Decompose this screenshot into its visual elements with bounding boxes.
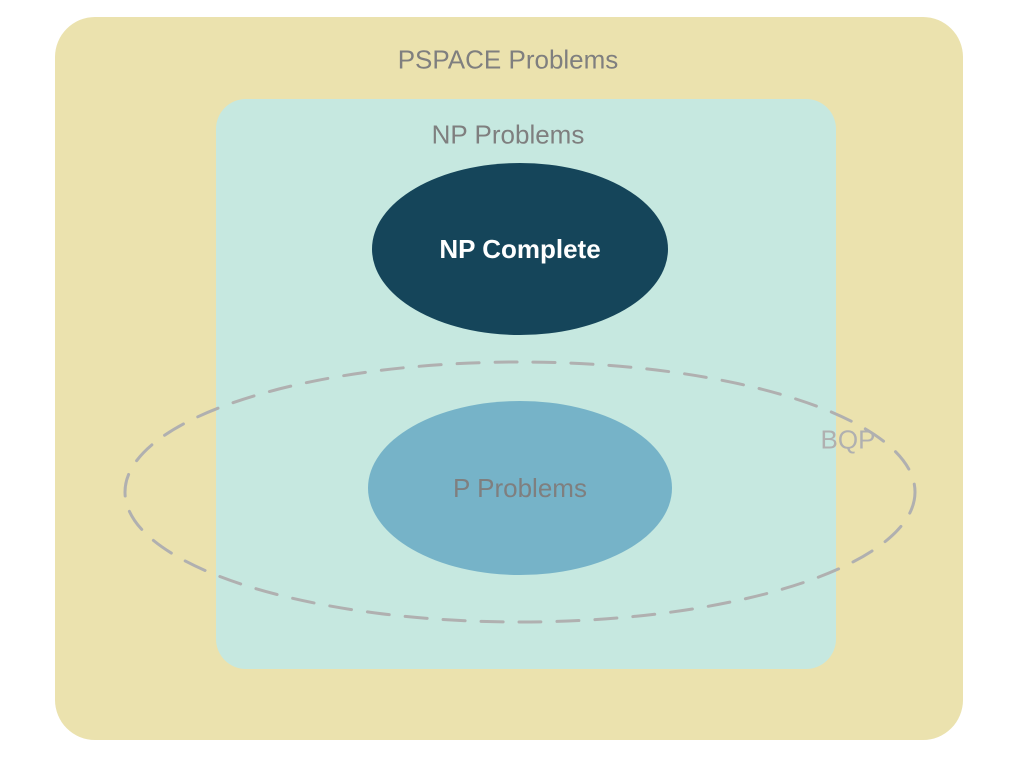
- bqp-label: BQP: [821, 425, 876, 456]
- p-ellipse: P Problems: [368, 401, 672, 575]
- pspace-label: PSPACE Problems: [398, 45, 619, 76]
- np-label: NP Problems: [432, 120, 585, 151]
- complexity-classes-diagram: PSPACE Problems NP Problems NP Complete …: [0, 0, 1017, 757]
- np-complete-label: NP Complete: [439, 234, 600, 265]
- np-complete-ellipse: NP Complete: [372, 163, 668, 335]
- p-label: P Problems: [453, 473, 587, 504]
